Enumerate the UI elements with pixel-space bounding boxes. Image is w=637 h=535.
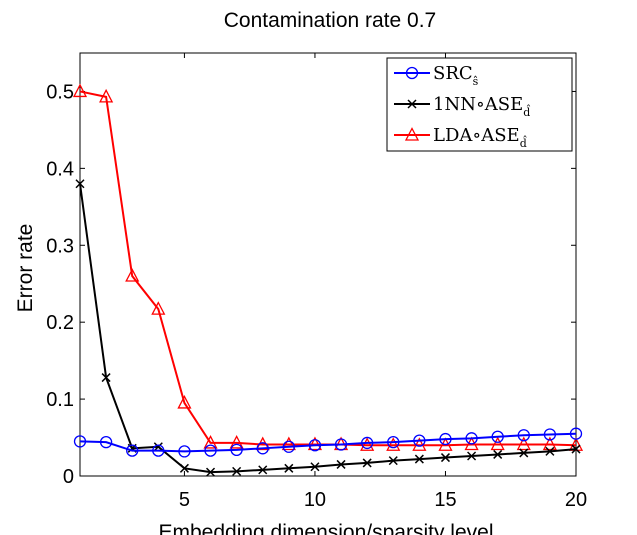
data-point — [360, 437, 375, 451]
x-tick-label: 10 — [304, 489, 326, 511]
data-point — [310, 462, 320, 472]
data-point — [75, 179, 85, 189]
data-point — [177, 395, 192, 409]
plot-area: 5 10 15 20 0 0.1 0.2 0.3 0.4 0.5 — [46, 52, 587, 511]
y-tick-label: 0.2 — [46, 312, 74, 334]
data-point — [229, 435, 244, 449]
series-line — [79, 183, 577, 474]
legend-marker — [407, 99, 417, 109]
data-point — [178, 445, 191, 458]
chart-title: Contamination rate 0.7 — [224, 9, 436, 32]
series-1 — [75, 179, 581, 477]
data-point — [282, 440, 295, 453]
data-point — [542, 436, 557, 451]
data-point — [545, 446, 555, 456]
data-point — [204, 444, 217, 457]
data-point — [388, 456, 398, 466]
legend-label-subscript: ŝ — [473, 75, 479, 88]
legend-label: 1NN∘ASEd̂ — [433, 94, 530, 119]
series-line — [79, 432, 577, 453]
legend: SRCŝ 1NN∘ASEd̂ LDA∘ASEd̂ — [386, 57, 573, 152]
data-point — [152, 444, 165, 457]
data-point — [101, 373, 111, 383]
data-point — [386, 437, 401, 451]
y-tick-label: 0.1 — [46, 389, 74, 411]
data-point — [414, 454, 424, 464]
data-point — [307, 436, 323, 451]
data-point — [438, 437, 453, 451]
data-point — [413, 434, 426, 447]
data-point — [387, 436, 400, 449]
data-point — [362, 458, 372, 468]
data-point — [440, 453, 451, 463]
data-point — [151, 301, 166, 315]
data-point — [467, 451, 477, 461]
data-point — [281, 436, 296, 451]
legend-marker — [405, 66, 419, 80]
y-tick-label: 0.5 — [46, 81, 74, 103]
series-0 — [73, 427, 583, 458]
y-tick-label: 0 — [63, 466, 74, 488]
data-point — [230, 443, 243, 457]
legend-marker — [404, 127, 420, 141]
data-point — [205, 467, 216, 477]
data-point — [256, 442, 269, 455]
x-tick-label: 20 — [565, 489, 587, 511]
legend-label-subscript: d̂ — [520, 136, 527, 150]
data-point — [543, 428, 557, 441]
data-point — [232, 466, 242, 476]
data-point — [258, 465, 268, 475]
x-tick-label: 15 — [434, 489, 456, 511]
data-point — [308, 439, 322, 452]
data-point — [569, 427, 583, 440]
data-point — [153, 442, 163, 452]
data-point — [519, 448, 529, 458]
legend-label: SRCŝ — [433, 63, 479, 88]
data-point — [203, 435, 218, 449]
legend-label: LDA∘ASEd̂ — [433, 125, 527, 150]
data-point — [464, 436, 479, 451]
data-point — [179, 463, 189, 473]
data-point — [336, 459, 346, 469]
data-point — [516, 436, 531, 451]
data-point — [568, 437, 584, 451]
y-tick-label: 0.4 — [46, 158, 74, 180]
data-point — [99, 88, 114, 103]
data-point — [99, 436, 113, 449]
data-point — [73, 435, 87, 448]
data-point — [334, 438, 348, 451]
axes-box — [79, 52, 577, 477]
legend-label-subscript: d̂ — [523, 105, 530, 119]
y-tick-label: 0.3 — [46, 235, 74, 257]
data-point — [72, 83, 88, 98]
data-point — [490, 436, 505, 451]
data-point — [439, 432, 452, 446]
data-point — [126, 444, 139, 457]
data-point — [284, 463, 294, 473]
data-point — [493, 449, 503, 459]
data-point — [465, 432, 478, 445]
x-tick-label: 5 — [179, 489, 190, 511]
data-point — [571, 444, 581, 454]
x-axis-label: Embedding dimension/sparsity level — [158, 521, 493, 535]
data-point — [125, 268, 140, 282]
data-point — [517, 429, 530, 442]
y-axis-label: Error rate — [14, 224, 37, 313]
data-point — [361, 436, 374, 450]
data-point — [491, 430, 504, 443]
